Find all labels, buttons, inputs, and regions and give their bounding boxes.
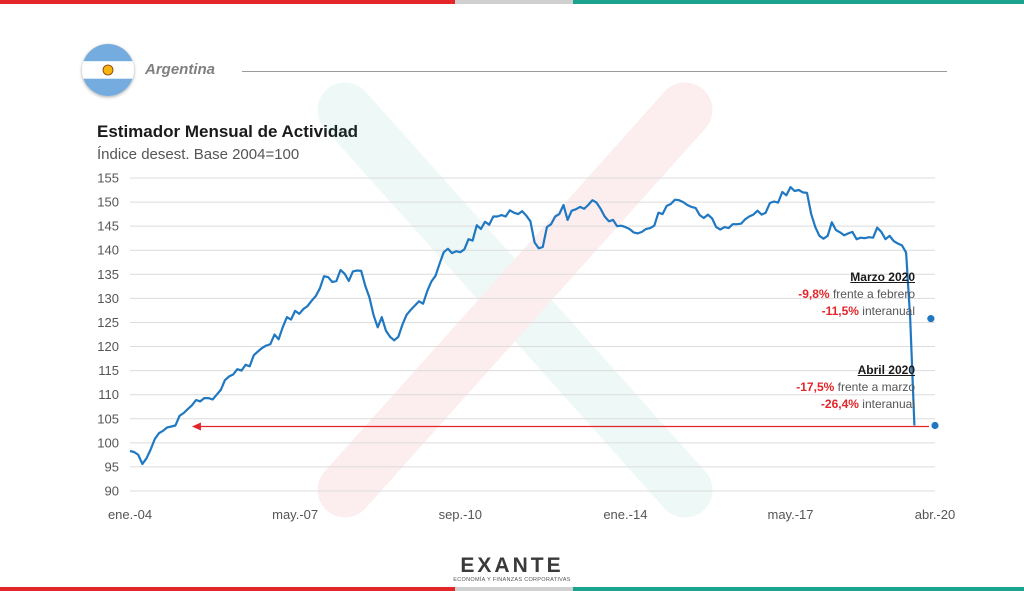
chart-subtitle: Índice desest. Base 2004=100	[97, 146, 300, 163]
top-bar-gray	[455, 0, 573, 4]
annotation-abril: Abril 2020 -17,5% frente a marzo -26,4% …	[796, 362, 915, 413]
x-tick-label: ene.-14	[603, 507, 647, 522]
annotation-marzo-line1: -9,8% frente a febrero	[798, 286, 915, 303]
annotation-marzo-header: Marzo 2020	[850, 270, 915, 284]
series-line	[129, 186, 916, 466]
y-tick-label: 145	[97, 219, 119, 234]
logo-tagline: ECONOMÍA Y FINANZAS CORPORATIVAS	[453, 577, 571, 583]
highlight-point	[931, 421, 939, 430]
y-tick-label: 140	[97, 243, 119, 258]
x-tick-label: ene.-04	[108, 507, 152, 522]
top-color-bar	[0, 0, 1024, 4]
y-tick-label: 105	[97, 411, 119, 426]
bottom-color-bar	[0, 587, 1024, 591]
y-tick-label: 130	[97, 291, 119, 306]
y-tick-label: 90	[105, 484, 119, 499]
y-tick-label: 135	[97, 267, 119, 282]
argentina-flag-icon	[82, 44, 134, 96]
annotation-abril-monthly-change: -17,5%	[796, 380, 835, 394]
y-tick-label: 125	[97, 315, 119, 330]
highlight-point	[927, 315, 935, 323]
annotation-abril-yoy-change: -26,4%	[820, 397, 859, 411]
bottom-bar-gray	[455, 587, 573, 591]
country-label: Argentina	[145, 61, 216, 78]
arrow-head	[191, 422, 201, 431]
annotation-marzo-monthly-change: -9,8%	[798, 287, 830, 301]
annotation-marzo-yoy-text: interanual	[858, 304, 915, 318]
x-axis-ticks: ene.-04 may.-07 sep.-10 ene.-14 may.-17 abr.-…	[108, 507, 955, 522]
annotation-marzo: Marzo 2020 -9,8% frente a febrero -11,5%…	[798, 269, 915, 320]
grid-lines	[130, 177, 935, 492]
x-tick-label: may.-17	[768, 507, 814, 522]
top-bar-red	[0, 0, 455, 4]
bottom-bar-red	[0, 587, 455, 591]
annotation-marzo-yoy-change: -11,5%	[821, 304, 859, 318]
annotation-abril-header: Abril 2020	[857, 363, 915, 377]
y-tick-label: 155	[97, 171, 119, 186]
bottom-bar-teal	[573, 587, 1024, 591]
annotation-abril-line1: -17,5% frente a marzo	[796, 379, 915, 396]
y-tick-label: 100	[97, 435, 119, 450]
reference-arrow	[191, 422, 929, 431]
watermark-x	[317, 82, 713, 518]
annotation-abril-monthly-text: frente a marzo	[834, 380, 915, 394]
y-tick-label: 95	[105, 459, 119, 474]
top-bar-teal	[573, 0, 1024, 4]
y-tick-label: 110	[98, 387, 119, 402]
highlight-points	[927, 315, 939, 430]
y-axis-ticks: 90 95 100 105 110 115 120 125 130 135 140 145 150 155	[97, 171, 119, 499]
header-rule	[242, 71, 947, 72]
annotation-abril-line2: -26,4% interanual	[796, 396, 915, 413]
annotation-marzo-line2: -11,5% interanual	[798, 303, 915, 320]
y-tick-label: 115	[98, 363, 119, 378]
x-tick-label: abr.-20	[915, 507, 955, 522]
y-tick-label: 150	[97, 195, 119, 210]
exante-logo: EXANTE ECONOMÍA Y FINANZAS CORPORATIVAS	[452, 554, 572, 584]
logo-name: EXANTE	[460, 554, 564, 577]
annotation-marzo-monthly-text: frente a febrero	[829, 287, 915, 301]
chart-title: Estimador Mensual de Actividad	[97, 122, 359, 141]
x-tick-label: may.-07	[272, 507, 318, 522]
annotation-abril-yoy-text: interanual	[858, 397, 915, 411]
y-tick-label: 120	[97, 339, 119, 354]
x-tick-label: sep.-10	[439, 507, 482, 522]
